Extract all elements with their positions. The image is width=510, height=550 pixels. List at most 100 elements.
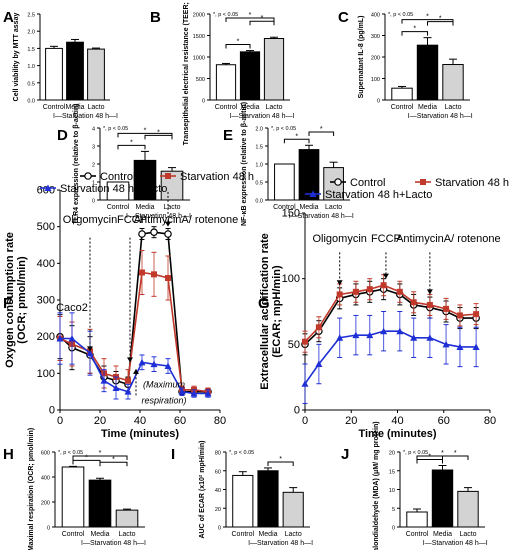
series-control <box>301 278 480 356</box>
data-point <box>190 390 198 397</box>
panel-letter: J <box>341 446 349 463</box>
y-tick-label: 50 <box>288 339 300 351</box>
x-tick-label: Lacto <box>325 204 342 211</box>
y-tick-label: 0 <box>377 99 380 105</box>
data-point <box>420 179 426 185</box>
x-tick-label: Control <box>107 204 130 211</box>
data-point <box>426 301 433 308</box>
series-starvation-48-h-lacto <box>301 311 480 404</box>
data-point <box>204 390 212 397</box>
data-point <box>164 230 172 238</box>
y-tick-label: 1.5 <box>255 145 263 151</box>
bar-control <box>232 474 254 528</box>
y-tick-label: 1.0 <box>255 163 263 169</box>
y-axis-label-line: Oxygen consumption rate <box>4 232 16 368</box>
annotation-label: Oligomycin <box>312 233 366 245</box>
x-tick-label: 40 <box>134 415 146 427</box>
x-tick-label: 60 <box>438 415 450 427</box>
panel-letter: D <box>57 127 68 144</box>
panel-G: G 0 50 100 150 0 20 40 60 80 Time (minutes) Extrace… <box>258 177 509 440</box>
x-tick-label: 20 <box>345 415 357 427</box>
group-label: I—Starvation 48 h—I <box>81 540 146 547</box>
data-point <box>139 269 145 276</box>
y-tick-label: 0 <box>47 526 50 532</box>
annotation-label: Caco2 <box>56 302 88 314</box>
panel-letter: A <box>3 9 14 26</box>
bar-control <box>274 163 295 201</box>
group-label: I—Starvation 48 h—I <box>248 540 313 547</box>
y-tick-label: 20 <box>215 507 221 513</box>
data-point <box>165 173 171 179</box>
data-point <box>315 324 322 331</box>
x-tick-label: Media <box>299 204 318 211</box>
data-point <box>473 311 480 318</box>
panel-D: D 0 1 2 3 4 TLR4 expression (relative to β-act… <box>57 104 191 225</box>
legend-label: Control <box>100 171 135 183</box>
significance-bracket <box>117 144 146 150</box>
y-tick-label: 400 <box>41 476 50 482</box>
y-tick-label: 0.5 <box>255 181 263 187</box>
data-point <box>380 327 388 335</box>
x-tick-label: Lacto <box>285 531 302 538</box>
x-tick-label: Control <box>43 104 66 111</box>
significance-star: * <box>295 133 298 140</box>
y-axis-label: Cell viability by MTT assay <box>13 13 20 102</box>
x-tick-label: Lacto <box>444 104 461 111</box>
bar-lacto <box>115 509 139 528</box>
y-axis-label: Supernatant IL-8 (pg/mL) <box>358 16 365 99</box>
legend-label: Starvation 48 h+Lacto <box>60 183 167 195</box>
significance-bracket <box>267 461 294 466</box>
x-axis-label: Time (minutes) <box>358 428 436 440</box>
y-tick-label: 1.5 <box>27 47 35 53</box>
significance-star: * <box>441 450 444 457</box>
data-point <box>366 286 373 293</box>
annotation-label: AntimycinA/ rotenone <box>396 233 501 245</box>
bar-media <box>257 470 279 528</box>
data-point <box>302 338 308 345</box>
y-axis-label-line: (ECAR; mpH/min) <box>271 265 283 358</box>
significance-star: * <box>144 127 147 134</box>
x-tick-label: 80 <box>484 415 496 427</box>
significance-star: * <box>320 126 323 133</box>
y-axis-label-line: Extracellular acidification rate <box>259 233 271 390</box>
y-tick-label: 10 <box>389 488 395 494</box>
y-tick-label: 500 <box>37 221 55 233</box>
group-label: I—Starvation 48 h—I <box>289 213 354 220</box>
significance-star: * <box>85 454 88 461</box>
x-tick-label: Media <box>418 104 437 111</box>
significance-star: * <box>249 12 252 19</box>
group-label: I—Starvation 48 h—I <box>126 213 191 220</box>
significance-star: * <box>261 15 264 22</box>
data-point <box>334 178 342 186</box>
data-point <box>396 327 404 335</box>
y-axis-label: Extracellular acidification rate(ECAR; m… <box>259 233 283 390</box>
significance-star: * <box>130 139 133 146</box>
x-tick-label: Media <box>433 531 452 538</box>
data-point <box>164 362 172 369</box>
group-label: I—Starvation 48 h—I <box>53 113 118 120</box>
data-point <box>336 334 344 341</box>
arrow-head <box>336 280 343 286</box>
significance-bracket <box>99 461 128 467</box>
bar-media <box>416 44 439 101</box>
x-tick-label: 20 <box>94 415 106 427</box>
x-tick-label: Lacto <box>163 204 180 211</box>
significance-star: * <box>237 39 240 46</box>
x-tick-label: Media <box>65 104 84 111</box>
y-tick-label: 400 <box>371 13 380 19</box>
group-label: I—Starvation 48 h—I <box>423 540 488 547</box>
y-tick-label: 500 <box>196 77 205 83</box>
panel-letter: I <box>171 446 175 463</box>
significance-bracket <box>225 44 251 49</box>
y-tick-label: 600 <box>41 451 50 457</box>
y-tick-label: 0.5 <box>27 81 35 87</box>
data-point <box>112 384 120 391</box>
significance-note: *, p < 0.05 <box>388 12 413 18</box>
panel-I: I 0 20 40 60 80 AUC of ECAR (x10² mpH/min) Cont… <box>171 440 313 547</box>
panel-H: H 0 200 400 600 Maximal respiration (OCR; pmo… <box>3 428 146 550</box>
panel-letter: G <box>258 295 270 312</box>
panel-C: C 0 100 200 300 400 Supernatant IL-8 (pg/mL) Co… <box>338 9 473 120</box>
bar-media <box>298 149 320 201</box>
bar-media <box>88 479 112 528</box>
panel-J: J 0 5 10 15 20 Malondialdehyde (MDA) (μM/ mg p… <box>341 421 488 550</box>
